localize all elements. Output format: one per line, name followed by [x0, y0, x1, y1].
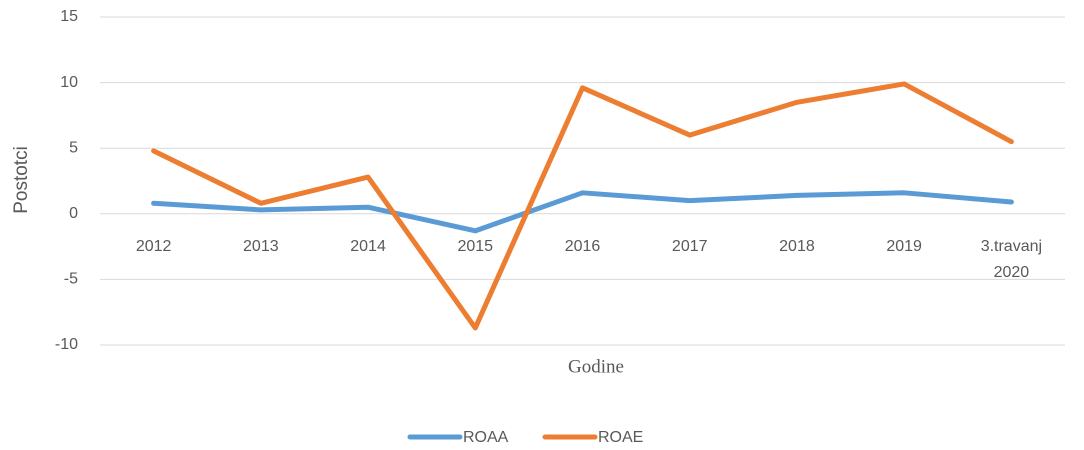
- y-tick-label: 15: [60, 8, 78, 25]
- x-tick-label: 2017: [671, 237, 708, 255]
- y-tick-label: -10: [55, 336, 78, 353]
- series-line: [151, 190, 1014, 234]
- legend-label: ROAE: [598, 429, 643, 446]
- y-axis-title: Postotci: [11, 146, 32, 214]
- y-tick-label: 0: [69, 205, 78, 222]
- x-tick-label: 2018: [779, 237, 815, 255]
- y-tick-label: 10: [60, 74, 78, 91]
- legend-label: ROAA: [463, 429, 509, 446]
- y-tick-label: -5: [64, 271, 78, 288]
- series-line: [151, 81, 1014, 331]
- x-tick-label: 2015: [457, 237, 494, 255]
- x-tick-label: 2013: [243, 237, 279, 255]
- y-tick-label: 5: [69, 139, 78, 156]
- x-tick-label: 2016: [564, 237, 601, 255]
- x-axis-title: Godine: [568, 356, 624, 377]
- x-tick-label: 3.travanj 2020: [980, 237, 1043, 281]
- x-tick-label: 2012: [135, 237, 172, 255]
- x-tick-label: 2014: [350, 237, 386, 255]
- x-tick-label: 2019: [886, 237, 922, 255]
